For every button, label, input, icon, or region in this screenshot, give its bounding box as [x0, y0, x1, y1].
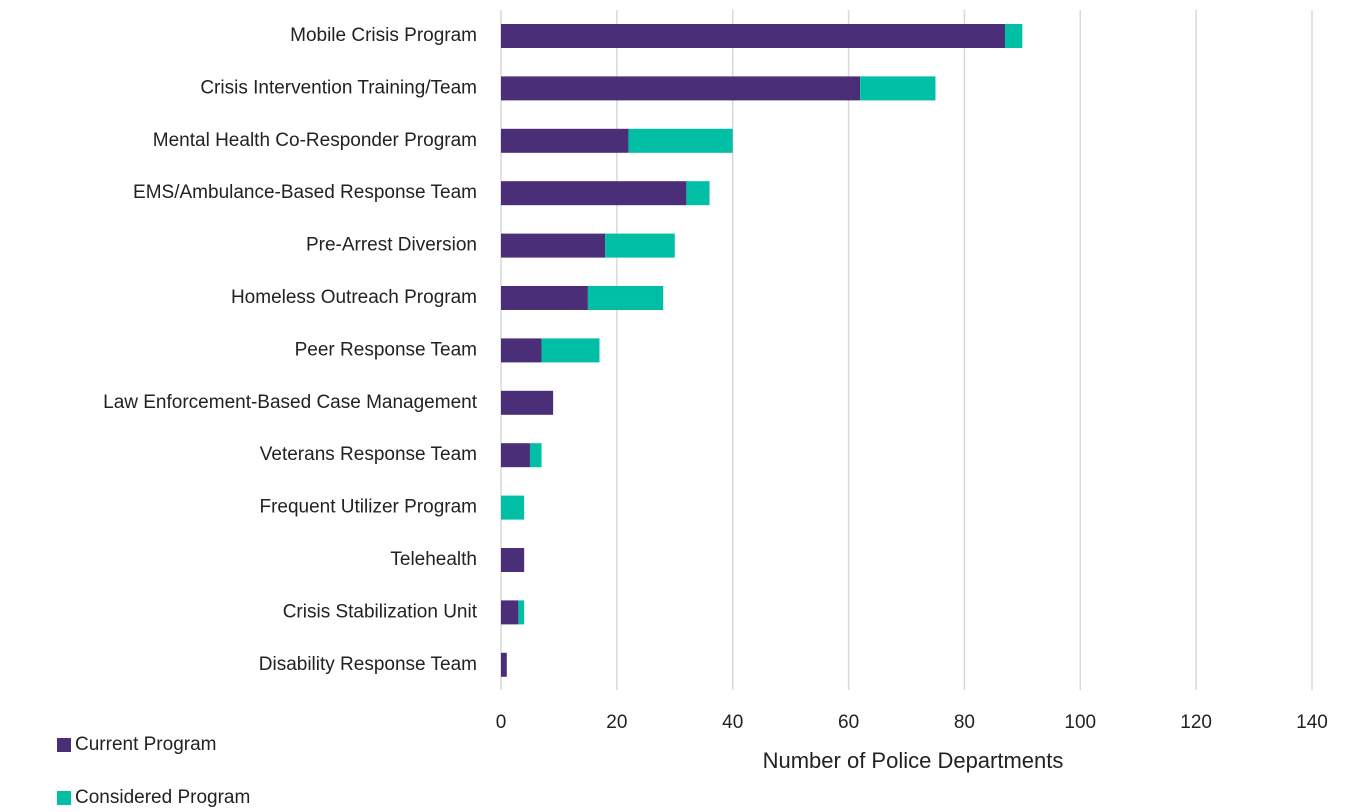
legend-label: Current Program	[75, 734, 217, 755]
bar-segment	[860, 76, 936, 101]
x-tick-label: 100	[1064, 712, 1096, 733]
bar-segment	[501, 128, 629, 153]
y-tick-label: Veterans Response Team	[260, 444, 477, 465]
x-tick-label: 0	[496, 712, 507, 733]
legend-swatch	[57, 738, 71, 752]
y-tick-label: Mobile Crisis Program	[290, 25, 477, 46]
bar-segment	[501, 181, 687, 206]
bar-segment	[501, 443, 530, 468]
bar-segment	[628, 128, 733, 153]
bar-segment	[529, 443, 542, 468]
y-tick-label: Telehealth	[390, 549, 477, 570]
bar-segment	[501, 652, 507, 677]
x-tick-label: 140	[1296, 712, 1328, 733]
bar-segment	[501, 76, 861, 101]
bar-segment	[501, 600, 519, 625]
bar-segment	[518, 600, 525, 625]
x-tick-label: 20	[606, 712, 627, 733]
y-tick-label: Crisis Stabilization Unit	[283, 601, 478, 622]
x-tick-label: 120	[1180, 712, 1212, 733]
bar-segment	[501, 548, 525, 572]
bar-segment	[501, 286, 588, 310]
y-tick-label: Crisis Intervention Training/Team	[200, 77, 477, 98]
y-tick-label: Disability Response Team	[259, 654, 477, 675]
bar-segment	[501, 24, 1005, 48]
x-tick-label: 80	[954, 712, 975, 733]
bar-segment	[501, 495, 525, 520]
x-tick-label: 40	[722, 712, 743, 733]
y-tick-label: Homeless Outreach Program	[231, 287, 477, 308]
bar-segment	[501, 233, 606, 258]
legend-swatch	[57, 791, 71, 805]
y-tick-label: Law Enforcement-Based Case Management	[103, 392, 478, 413]
bar-segment	[686, 181, 710, 206]
bar-segment	[605, 233, 675, 258]
x-axis-title: Number of Police Departments	[763, 748, 1064, 773]
y-tick-label: Pre-Arrest Diversion	[306, 235, 477, 256]
y-tick-label: Frequent Utilizer Program	[259, 497, 477, 518]
bar-segment	[1004, 24, 1023, 48]
y-tick-label: EMS/Ambulance-Based Response Team	[133, 182, 477, 203]
x-tick-label: 60	[838, 712, 859, 733]
bar-segment	[501, 338, 542, 363]
bar-segment	[501, 390, 554, 415]
y-tick-label: Mental Health Co-Responder Program	[153, 130, 477, 151]
y-tick-label: Peer Response Team	[295, 339, 477, 360]
bar-segment	[541, 338, 600, 363]
legend-label: Considered Program	[75, 787, 250, 808]
bar-segment	[587, 286, 664, 310]
